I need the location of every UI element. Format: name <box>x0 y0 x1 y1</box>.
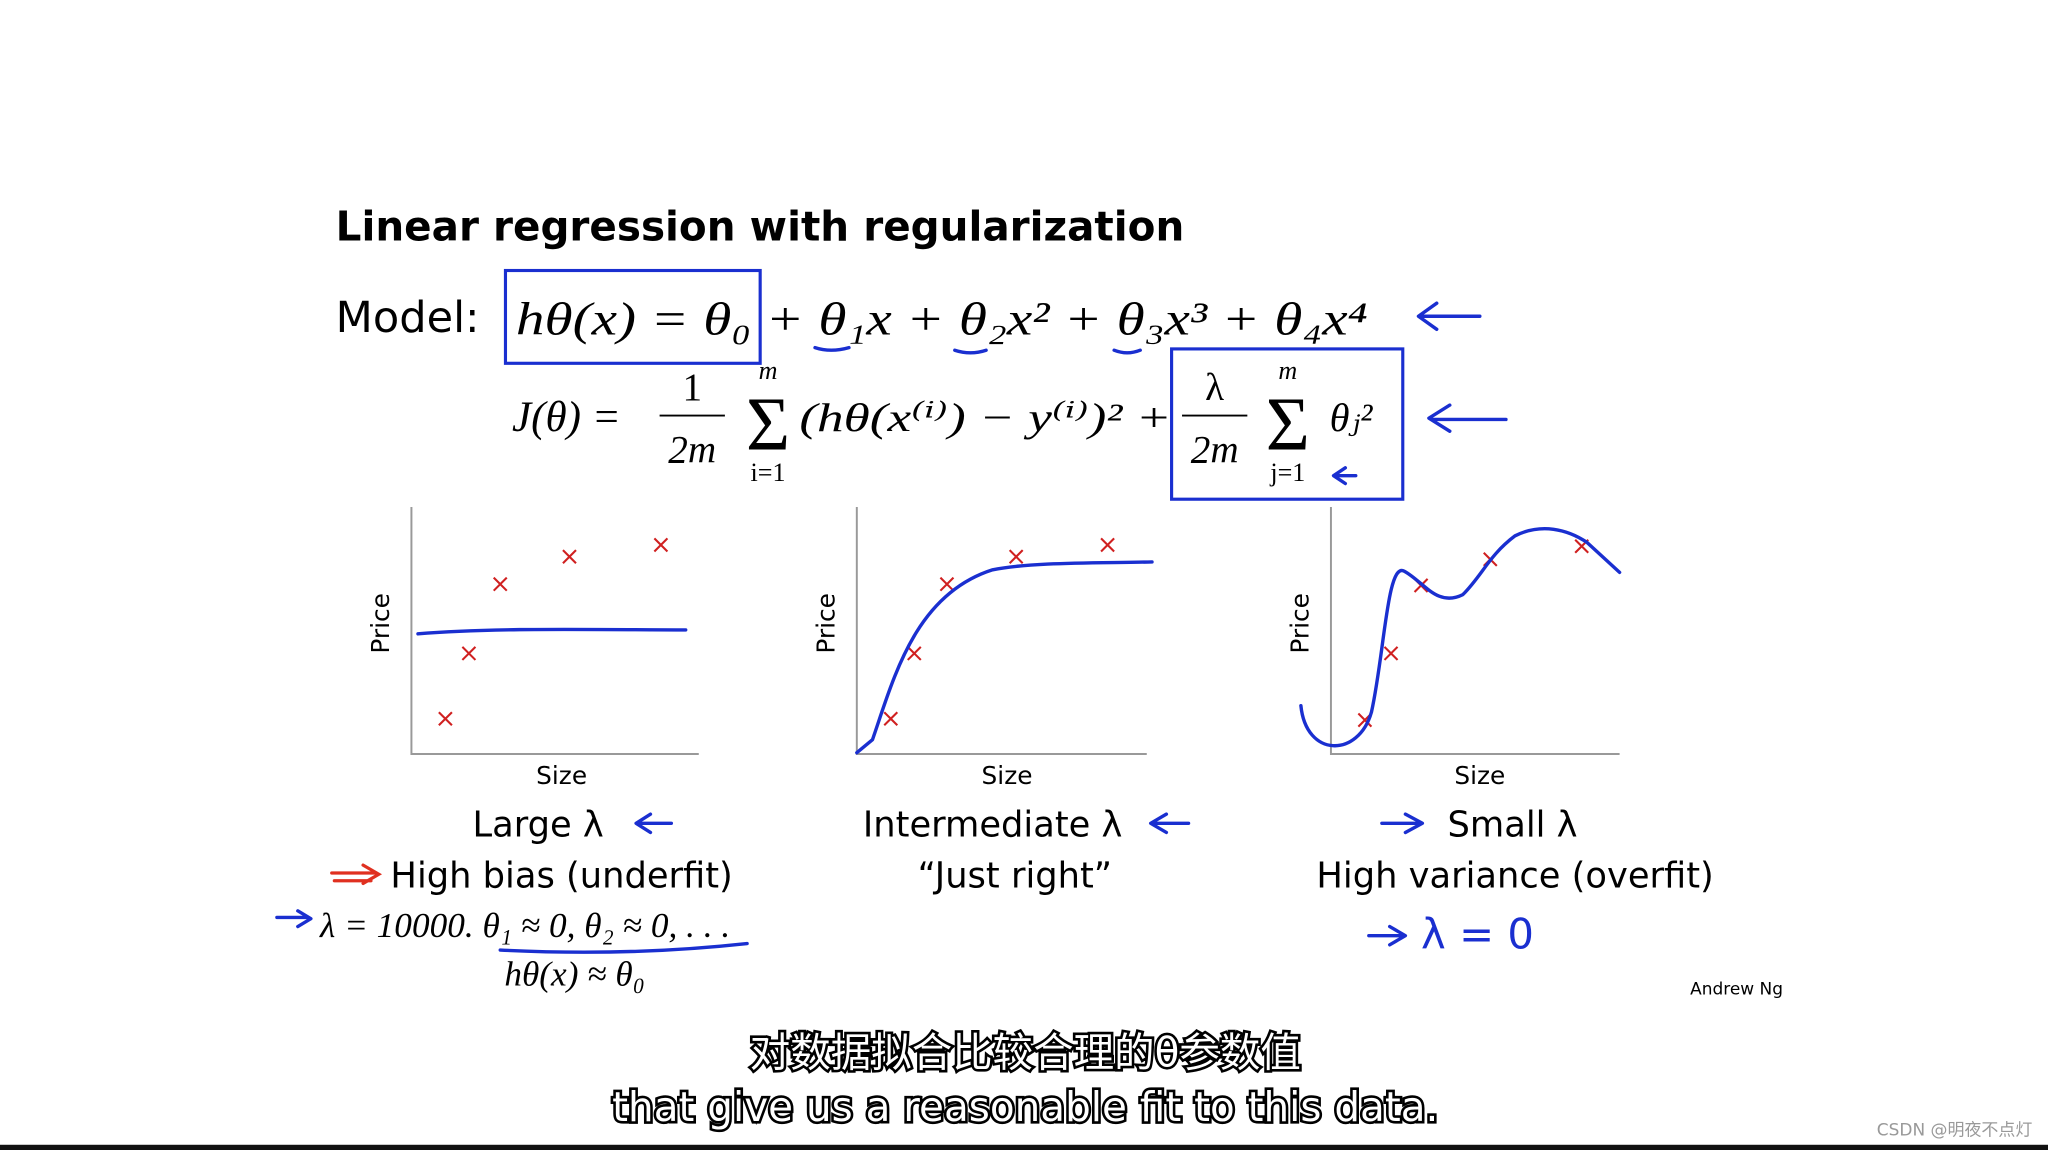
data-points <box>883 537 1115 727</box>
y-label: Price <box>1286 593 1315 654</box>
arrow <box>1380 812 1425 835</box>
sum-bottom: j=1 <box>1269 458 1305 487</box>
arrow <box>275 909 313 929</box>
fit-curve <box>855 560 1154 755</box>
lambda-example: λ = 10000. θ₁ ≈ 0, θ₂ ≈ 0, . . . <box>319 906 730 945</box>
hypothesis: hθ(x) = θ₀ + θ₁x + θ₂x² + θ₃x³ + θ₄x⁴ <box>516 294 1368 346</box>
lambda-zero: λ = 0 <box>1421 910 1534 959</box>
plot-panel: Price Size Large λ High bias (underfit) … <box>275 507 749 993</box>
watermark: CSDN @明夜不点灯 <box>1877 1121 2033 1141</box>
plot-panel: Price Size Small λ High variance (overfi… <box>1286 507 1714 959</box>
arrow <box>330 863 383 886</box>
hypothesis-approx: hθ(x) ≈ θ₀ <box>504 954 645 993</box>
sum-bottom: i=1 <box>750 458 785 487</box>
subtitle: 对数据拟合比较合理的θ参数值 <box>750 1028 1301 1076</box>
arrow <box>1427 403 1508 433</box>
subcaption: High variance (overfit) <box>1316 855 1713 896</box>
data-points <box>438 537 669 727</box>
cost-function: J(θ) = 1 2m m Σ i=1 (hθ(x⁽ⁱ⁾) − y⁽ⁱ⁾)² +… <box>512 347 1405 501</box>
highlight-box <box>503 268 762 365</box>
fit-curve <box>416 627 688 636</box>
model-label: Model: <box>336 293 480 343</box>
arrow <box>1148 812 1191 835</box>
caption: Intermediate λ <box>863 804 1123 845</box>
axes <box>1329 507 1620 756</box>
y-label: Price <box>366 593 395 654</box>
y-label: Price <box>812 593 841 654</box>
caption: Large λ <box>472 804 603 845</box>
author: Andrew Ng <box>1690 979 1783 999</box>
subcaption: High bias (underfit) <box>390 855 732 896</box>
sum-symbol: Σ <box>746 383 790 467</box>
sum-top: m <box>1278 356 1297 385</box>
subcaption: “Just right” <box>918 855 1112 896</box>
arrow <box>1416 301 1482 332</box>
plot-panel: Price Size Intermediate λ “Just right” <box>812 507 1191 896</box>
fit-curve <box>1299 527 1622 748</box>
caption: Small λ <box>1447 804 1577 845</box>
cost-term: θⱼ² <box>1330 395 1374 440</box>
arrow <box>1367 924 1408 947</box>
x-label: Size <box>982 761 1033 790</box>
underline <box>813 345 1142 355</box>
axes <box>410 507 699 756</box>
arrow <box>1331 466 1358 486</box>
fraction-numerator: 1 <box>682 366 702 409</box>
fraction-numerator: λ <box>1205 366 1224 409</box>
arrow <box>634 812 674 835</box>
subtitle: that give us a reasonable fit to this da… <box>612 1083 1438 1131</box>
cost-lhs: J(θ) = <box>512 394 621 441</box>
cost-term: (hθ(x⁽ⁱ⁾) − y⁽ⁱ⁾)² + <box>799 395 1171 440</box>
fraction-denominator: 2m <box>1191 429 1239 472</box>
title: Linear regression with regularization <box>336 202 1185 250</box>
highlight-box <box>1170 347 1405 501</box>
sum-top: m <box>759 356 778 385</box>
video-bar <box>0 1144 2048 1150</box>
x-label: Size <box>1454 761 1505 790</box>
x-label: Size <box>536 761 587 790</box>
sum-symbol: Σ <box>1266 383 1310 467</box>
underline <box>498 941 749 954</box>
fraction-denominator: 2m <box>668 429 716 472</box>
